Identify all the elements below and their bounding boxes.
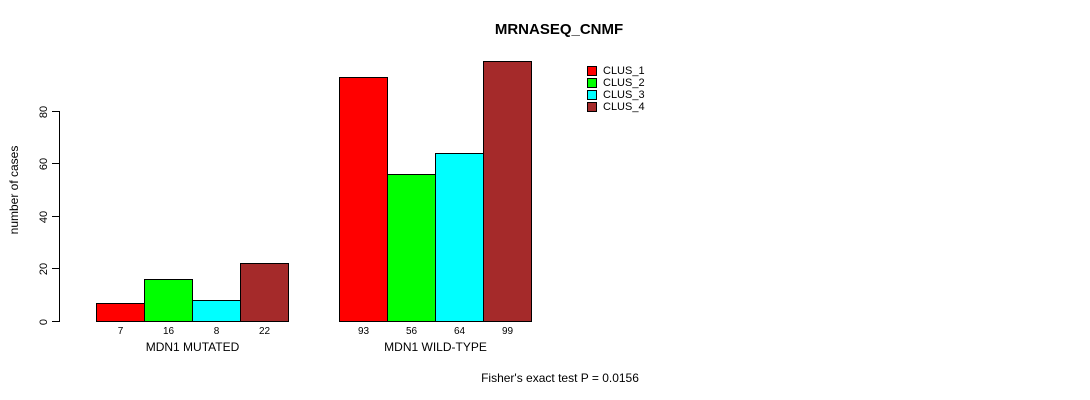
y-axis-tick: [52, 216, 59, 217]
group-label: MDN1 WILD-TYPE: [384, 340, 487, 354]
legend-item-clus_1: CLUS_1: [587, 65, 645, 77]
y-axis-tick: [52, 321, 59, 322]
bar-value-label: 22: [258, 326, 271, 337]
y-axis-tick-label: 40: [38, 210, 50, 223]
annotation-text: Fisher's exact test P = 0.0156: [481, 371, 639, 385]
bar-value-label: 99: [501, 326, 514, 337]
y-axis-tick-label: 0: [38, 318, 50, 325]
bar-value-label: 7: [117, 326, 124, 337]
bar-value-label: 16: [162, 326, 175, 337]
y-axis-tick-label: 20: [38, 262, 50, 275]
legend-item-clus_4: CLUS_4: [587, 101, 645, 113]
legend-label: CLUS_3: [603, 89, 645, 101]
bar-value-label: 56: [405, 326, 418, 337]
bar-clus_4-mdn1-mutated: [240, 263, 289, 322]
y-axis-label: number of cases: [7, 145, 21, 235]
legend: CLUS_1 CLUS_2 CLUS_3 CLUS_4: [587, 65, 645, 113]
bar-clus_2-mdn1-mutated: [144, 279, 193, 322]
bar-value-label: 8: [213, 326, 220, 337]
y-axis-tick-label: 60: [38, 157, 50, 170]
y-axis-tick: [52, 268, 59, 269]
bar-clus_2-mdn1-wild-type: [387, 174, 436, 322]
legend-item-clus_3: CLUS_3: [587, 89, 645, 101]
bar-clus_4-mdn1-wild-type: [483, 61, 532, 322]
bar-value-label: 93: [357, 326, 370, 337]
y-axis-tick: [52, 163, 59, 164]
bar-clus_3-mdn1-wild-type: [435, 153, 484, 322]
bar-clus_1-mdn1-mutated: [96, 303, 145, 322]
y-axis-line: [59, 111, 60, 322]
legend-swatch-icon: [587, 90, 597, 100]
legend-swatch-icon: [587, 78, 597, 88]
y-axis-tick-label: 80: [38, 105, 50, 118]
chart-title: MRNASEQ_CNMF: [494, 21, 624, 38]
group-label: MDN1 MUTATED: [145, 340, 240, 354]
bar-clus_3-mdn1-mutated: [192, 300, 241, 322]
legend-swatch-icon: [587, 102, 597, 112]
bar-value-label: 64: [453, 326, 466, 337]
legend-label: CLUS_4: [603, 101, 645, 113]
legend-label: CLUS_1: [603, 65, 645, 77]
bar-clus_1-mdn1-wild-type: [339, 77, 388, 322]
legend-label: CLUS_2: [603, 77, 645, 89]
legend-item-clus_2: CLUS_2: [587, 77, 645, 89]
y-axis-tick: [52, 111, 59, 112]
legend-swatch-icon: [587, 66, 597, 76]
